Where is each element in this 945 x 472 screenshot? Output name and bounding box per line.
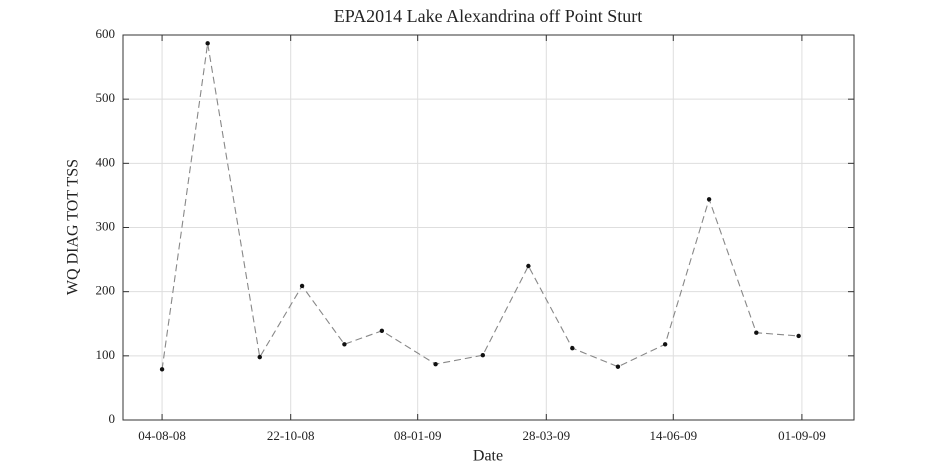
data-point xyxy=(342,342,347,347)
chart-title: EPA2014 Lake Alexandrina off Point Sturt xyxy=(334,6,642,26)
data-point xyxy=(615,364,621,369)
data-line xyxy=(161,43,799,370)
data-point xyxy=(570,345,575,351)
data-point xyxy=(706,197,712,202)
x-tick-label: 04-08-08 xyxy=(138,428,186,443)
data-point xyxy=(257,354,262,360)
y-tick-label: 100 xyxy=(96,347,116,362)
y-tick-label: 0 xyxy=(109,411,116,426)
data-point xyxy=(662,342,668,347)
data-point xyxy=(796,333,801,339)
data-point xyxy=(159,367,165,372)
data-point xyxy=(299,283,305,289)
x-tick-label: 22-10-08 xyxy=(267,428,315,443)
data-point xyxy=(379,328,385,334)
y-tick-label: 300 xyxy=(96,218,116,233)
data-point xyxy=(433,361,438,367)
data-point xyxy=(205,41,210,46)
x-tick-label: 01-09-09 xyxy=(778,428,826,443)
data-point xyxy=(754,330,759,335)
y-tick-label: 600 xyxy=(96,26,116,41)
y-tick-label: 500 xyxy=(96,90,116,105)
y-tick-label: 400 xyxy=(96,154,116,169)
data-point xyxy=(526,263,531,269)
x-axis-label: Date xyxy=(473,448,503,465)
x-tick-label: 08-01-09 xyxy=(394,428,442,443)
y-axis-label: WQ DIAG TOT TSS xyxy=(65,159,82,295)
x-tick-label: 28-03-09 xyxy=(522,428,570,443)
x-tick-label: 14-06-09 xyxy=(649,428,697,443)
data-point xyxy=(480,352,486,358)
y-tick-label: 200 xyxy=(96,283,116,298)
plot-frame xyxy=(122,34,855,421)
